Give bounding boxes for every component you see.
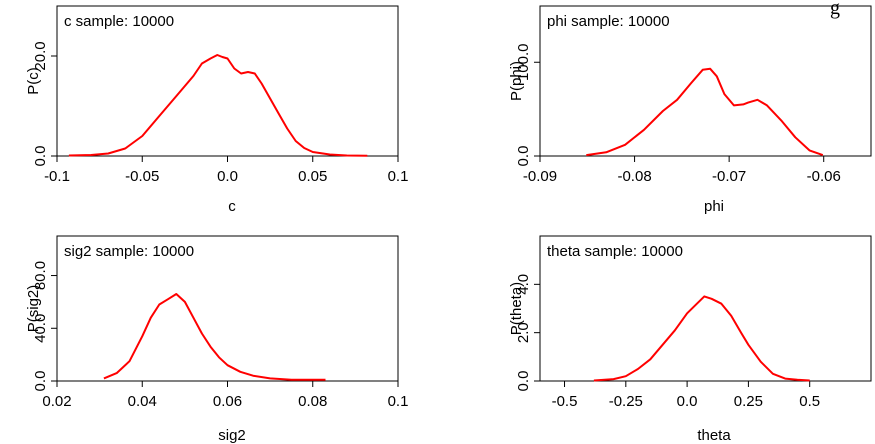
x-tick-label: 0.02 <box>42 393 71 410</box>
y-axis-label: P(phi) <box>508 61 525 101</box>
panel-title: phi sample: 10000 <box>547 13 670 30</box>
x-tick-label: -0.05 <box>125 168 159 185</box>
x-tick-label: 0.06 <box>213 393 242 410</box>
panel-c: c sample: 10000 -0.1 -0.05 0.0 0.05 0.1 0.0 20.… <box>25 5 409 215</box>
x-tick-label: 0.08 <box>298 393 327 410</box>
y-tick-label: 0.0 <box>32 371 49 392</box>
x-tick-label: -0.08 <box>617 168 651 185</box>
x-axis-label: sig2 <box>218 427 246 444</box>
x-tick-label: -0.06 <box>807 168 841 185</box>
y-axis-label: P(c) <box>25 67 42 95</box>
x-tick-label: 0.5 <box>799 393 820 410</box>
x-tick-label: 0.25 <box>734 393 763 410</box>
y-tick-label: 80.0 <box>32 261 49 290</box>
x-tick-label: 0.0 <box>677 393 698 410</box>
x-tick-label: 0.04 <box>128 393 157 410</box>
x-tick-label: -0.25 <box>609 393 643 410</box>
y-axis-label: P(sig2) <box>25 285 42 333</box>
x-axis-label: c <box>228 198 236 215</box>
y-tick-label: 100.0 <box>515 43 532 81</box>
panel-phi: phi sample: 10000 -0.09 -0.08 -0.07 -0.06 0.0… <box>508 5 872 215</box>
panel-title: sig2 sample: 10000 <box>64 243 194 260</box>
x-tick-label: 0.1 <box>388 168 409 185</box>
y-tick-label: 2.0 <box>515 322 532 343</box>
x-axis-label: theta <box>697 427 731 444</box>
x-tick-label: -0.07 <box>712 168 746 185</box>
y-tick-label: 0.0 <box>515 371 532 392</box>
density-line <box>103 293 326 381</box>
y-tick-label: 40.0 <box>32 314 49 343</box>
panel-theta: theta sample: 10000 -0.5 -0.25 0.0 0.25 0.5 0.… <box>508 235 872 444</box>
y-axis-label: P(theta) <box>508 282 525 335</box>
plot-frame <box>539 5 872 157</box>
x-tick-label: -0.5 <box>552 393 578 410</box>
panel-title: theta sample: 10000 <box>547 243 683 260</box>
y-tick-label: 20.0 <box>32 41 49 70</box>
panel-title: c sample: 10000 <box>64 13 174 30</box>
panel-sig2: sig2 sample: 10000 0.02 0.04 0.06 0.08 0.1 0.0… <box>25 235 409 444</box>
x-tick-label: -0.09 <box>523 168 557 185</box>
plot-frame <box>539 235 872 382</box>
density-line <box>586 67 824 157</box>
header-fragment: g <box>830 0 840 19</box>
x-axis-label: phi <box>704 198 724 215</box>
x-tick-label: 0.1 <box>388 393 409 410</box>
density-line <box>68 54 368 157</box>
y-tick-label: 4.0 <box>515 274 532 295</box>
x-tick-label: 0.05 <box>298 168 327 185</box>
x-tick-label: -0.1 <box>44 168 70 185</box>
y-tick-label: 0.0 <box>515 146 532 167</box>
y-tick-label: 0.0 <box>32 146 49 167</box>
density-line <box>593 295 810 382</box>
x-tick-label: 0.0 <box>217 168 238 185</box>
